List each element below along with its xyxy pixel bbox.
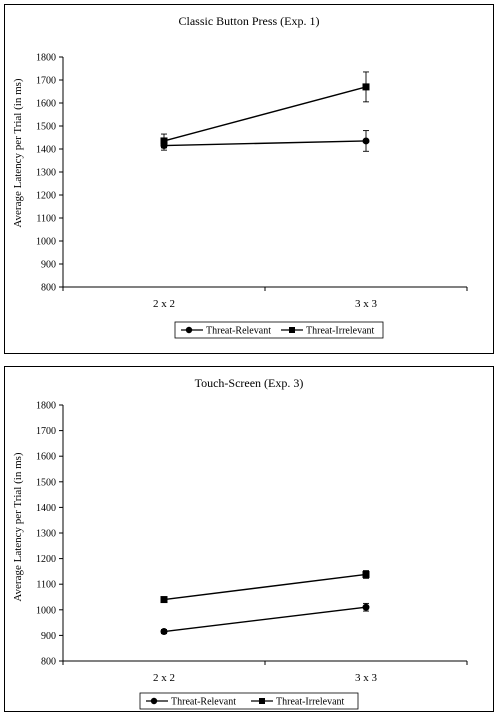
chart-exp3-svg: Touch-Screen (Exp. 3) Average Latency pe… xyxy=(12,376,468,710)
y-axis-label: Average Latency per Trial (in ms) xyxy=(12,452,24,602)
data-point-circle xyxy=(362,603,370,611)
data-point-square xyxy=(362,83,370,91)
y-axis-label: Average Latency per Trial (in ms) xyxy=(12,78,24,228)
data-point-square xyxy=(160,596,168,604)
legend-label-threat-irrelevant: Threat-Irrelevant xyxy=(306,326,375,337)
legend-box xyxy=(174,321,384,339)
series-line-threat-relevant xyxy=(163,606,367,633)
x-ticks: 2 x 2 3 x 3 xyxy=(62,661,468,684)
y-tick-label: 800 xyxy=(41,283,56,294)
y-tick-label: 900 xyxy=(41,260,56,271)
data-point-circle xyxy=(160,628,168,636)
y-tick-label: 1400 xyxy=(36,503,56,514)
y-tick-label: 1600 xyxy=(36,452,56,463)
legend-marker-square xyxy=(289,327,295,333)
data-point-circle xyxy=(362,137,370,145)
x-tick-label: 3 x 3 xyxy=(355,298,378,310)
y-tick-label: 1500 xyxy=(36,122,56,133)
axes xyxy=(62,57,467,288)
x-tick-label: 3 x 3 xyxy=(355,672,378,684)
chart-exp1-svg: Classic Button Press (Exp. 1) Average La… xyxy=(12,14,468,339)
series-line-threat-relevant xyxy=(163,140,367,147)
y-tick-label: 1600 xyxy=(36,99,56,110)
y-tick-label: 1400 xyxy=(36,145,56,156)
data-point-square xyxy=(362,570,370,578)
y-tick-label: 1800 xyxy=(36,53,56,64)
x-ticks: 2 x 2 3 x 3 xyxy=(62,287,468,310)
y-tick-label: 1700 xyxy=(36,76,56,87)
data-point-square xyxy=(160,137,168,145)
legend-box xyxy=(139,692,359,710)
y-ticks: 800 900 1000 1100 1200 1300 1400 1500 1600 1700 18… xyxy=(36,53,63,294)
legend-label-threat-irrelevant: Threat-Irrelevant xyxy=(276,697,345,708)
y-tick-label: 1100 xyxy=(36,580,56,591)
series-marks xyxy=(160,570,370,636)
y-tick-label: 1100 xyxy=(36,214,56,225)
y-tick-label: 1700 xyxy=(36,426,56,437)
y-tick-label: 1000 xyxy=(36,605,56,616)
chart-title: Classic Button Press (Exp. 1) xyxy=(179,14,320,28)
legend-marker-circle xyxy=(185,326,193,334)
y-tick-label: 1800 xyxy=(36,401,56,412)
chart-panel-exp1: Classic Button Press (Exp. 1) Average La… xyxy=(4,4,494,354)
y-tick-label: 1500 xyxy=(36,477,56,488)
y-tick-label: 1300 xyxy=(36,529,56,540)
legend-marker-square xyxy=(259,698,265,704)
y-ticks: 800 900 1000 1100 1200 1300 1400 1500 1600 1700 18… xyxy=(36,401,63,668)
legend: Threat-Relevant Threat-Irrelevant xyxy=(174,321,384,339)
series-marks xyxy=(160,71,370,152)
series-line-threat-irrelevant xyxy=(163,86,367,142)
x-tick-label: 2 x 2 xyxy=(153,298,175,310)
y-tick-label: 1000 xyxy=(36,237,56,248)
axes xyxy=(62,405,467,662)
y-tick-label: 1200 xyxy=(36,191,56,202)
y-tick-label: 900 xyxy=(41,631,56,642)
chart-title: Touch-Screen (Exp. 3) xyxy=(195,376,304,390)
x-tick-label: 2 x 2 xyxy=(153,672,175,684)
y-tick-label: 1300 xyxy=(36,168,56,179)
legend-label-threat-relevant: Threat-Relevant xyxy=(171,697,236,708)
y-tick-label: 1200 xyxy=(36,554,56,565)
series-line-threat-irrelevant xyxy=(163,573,367,601)
legend-label-threat-relevant: Threat-Relevant xyxy=(206,326,271,337)
legend: Threat-Relevant Threat-Irrelevant xyxy=(139,692,359,710)
y-tick-label: 800 xyxy=(41,657,56,668)
legend-marker-circle xyxy=(150,697,158,705)
chart-panel-exp3: Touch-Screen (Exp. 3) Average Latency pe… xyxy=(4,366,494,712)
